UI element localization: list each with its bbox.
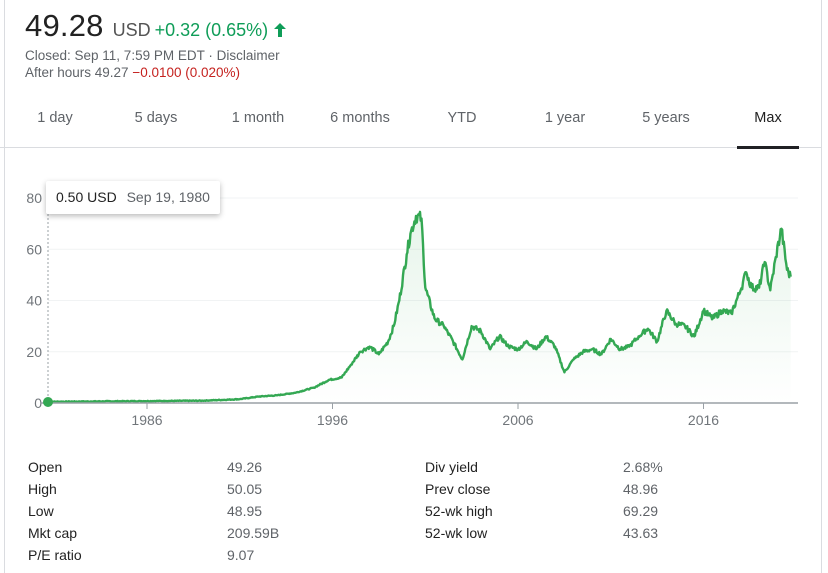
tab-5-years[interactable]: 5 years	[628, 100, 704, 148]
stat-label: Div yield	[425, 459, 478, 475]
stat-value: 2.68%	[623, 459, 663, 475]
svg-text:80: 80	[26, 190, 42, 206]
closed-status: Closed: Sep 11, 7:59 PM EDT · Disclaimer	[25, 48, 280, 63]
tab-label: 5 years	[642, 110, 690, 126]
stat-value: 209.59B	[227, 525, 280, 541]
price-change: +0.32 (0.65%)	[154, 20, 269, 40]
active-tab-indicator	[737, 146, 799, 149]
x-axis-ticks: 1986 1996 2006 2016	[131, 403, 719, 428]
tab-ytd[interactable]: YTD	[430, 100, 494, 148]
stat-value: 9.07	[227, 547, 255, 563]
price-row: 49.28 USD +0.32 (0.65%)	[25, 8, 287, 44]
tab-label: YTD	[447, 110, 477, 126]
stat-high: High 50.05	[28, 478, 279, 500]
stat-open: Open 49.26	[28, 456, 279, 478]
svg-text:0: 0	[34, 395, 42, 411]
stats-left: Open 49.26 High 50.05 Low 48.95 Mkt cap 209.…	[28, 456, 279, 566]
price-area-fill	[48, 211, 791, 403]
tab-1-day[interactable]: 1 day	[18, 100, 92, 148]
tab-label: 1 year	[544, 110, 586, 126]
tab-1-month[interactable]: 1 month	[220, 100, 296, 148]
stat-label: Low	[28, 503, 54, 519]
current-price: 49.28	[25, 8, 104, 43]
stat-value: 50.05	[227, 481, 263, 497]
tab-label: 6 months	[330, 110, 390, 126]
stat-mkt-cap: Mkt cap 209.59B	[28, 522, 279, 544]
chart-tooltip: 0.50 USD Sep 19, 1980	[46, 181, 220, 214]
tab-5-days[interactable]: 5 days	[118, 100, 194, 148]
stat-pe-ratio: P/E ratio 9.07	[28, 544, 279, 566]
stat-label: 52-wk low	[425, 525, 488, 541]
svg-text:1986: 1986	[131, 412, 162, 428]
stat-div-yield: Div yield 2.68%	[425, 456, 663, 478]
svg-text:20: 20	[26, 344, 42, 360]
stat-prev-close: Prev close 48.96	[425, 478, 663, 500]
arrow-up-icon	[274, 23, 287, 37]
stat-label: Prev close	[425, 481, 491, 497]
stat-label: P/E ratio	[28, 547, 82, 563]
left-border	[4, 0, 5, 573]
svg-text:2006: 2006	[502, 412, 533, 428]
tab-6-months[interactable]: 6 months	[318, 100, 402, 148]
stat-52wk-high: 52-wk high 69.29	[425, 500, 663, 522]
svg-text:60: 60	[26, 241, 42, 257]
svg-text:2016: 2016	[688, 412, 719, 428]
tooltip-value: 0.50 USD	[56, 189, 117, 205]
right-border	[821, 0, 822, 573]
stat-label: Open	[28, 459, 63, 475]
tab-label: 1 month	[231, 110, 285, 126]
stat-label: Mkt cap	[28, 525, 78, 541]
stat-value: 69.29	[623, 503, 659, 519]
stats-right: Div yield 2.68% Prev close 48.96 52-wk hig…	[425, 456, 663, 544]
svg-text:1996: 1996	[317, 412, 348, 428]
stat-value: 48.95	[227, 503, 263, 519]
stat-label: 52-wk high	[425, 503, 493, 519]
stat-value: 49.26	[227, 459, 263, 475]
hover-point	[43, 397, 53, 407]
tab-max[interactable]: Max	[737, 100, 799, 149]
stat-52wk-low: 52-wk low 43.63	[425, 522, 663, 544]
stat-value: 48.96	[623, 481, 659, 497]
after-hours-price: After hours 49.27	[25, 65, 129, 80]
stat-value: 43.63	[623, 525, 659, 541]
tooltip-date: Sep 19, 1980	[126, 189, 210, 205]
tab-label: Max	[754, 110, 782, 126]
after-hours: After hours 49.27 −0.0100 (0.020%)	[25, 64, 286, 81]
svg-text:40: 40	[26, 293, 42, 309]
after-hours-change: −0.0100 (0.020%)	[132, 65, 241, 80]
tab-label: 1 day	[37, 110, 73, 126]
stat-low: Low 48.95	[28, 500, 279, 522]
y-axis-labels: 0 20 40 60 80	[26, 190, 42, 411]
price-chart[interactable]: 0 20 40 60 80 1986 1996 2006 2016	[0, 180, 821, 440]
price-line	[48, 210, 792, 404]
currency-label: USD	[112, 20, 151, 40]
tab-1-year[interactable]: 1 year	[530, 100, 600, 148]
tab-label: 5 days	[134, 110, 178, 126]
quote-header: 49.28 USD +0.32 (0.65%) Closed: Sep 11, …	[25, 8, 287, 81]
range-tabs: 1 day 5 days 1 month 6 months YTD 1 year…	[0, 100, 821, 149]
stat-label: High	[28, 481, 57, 497]
